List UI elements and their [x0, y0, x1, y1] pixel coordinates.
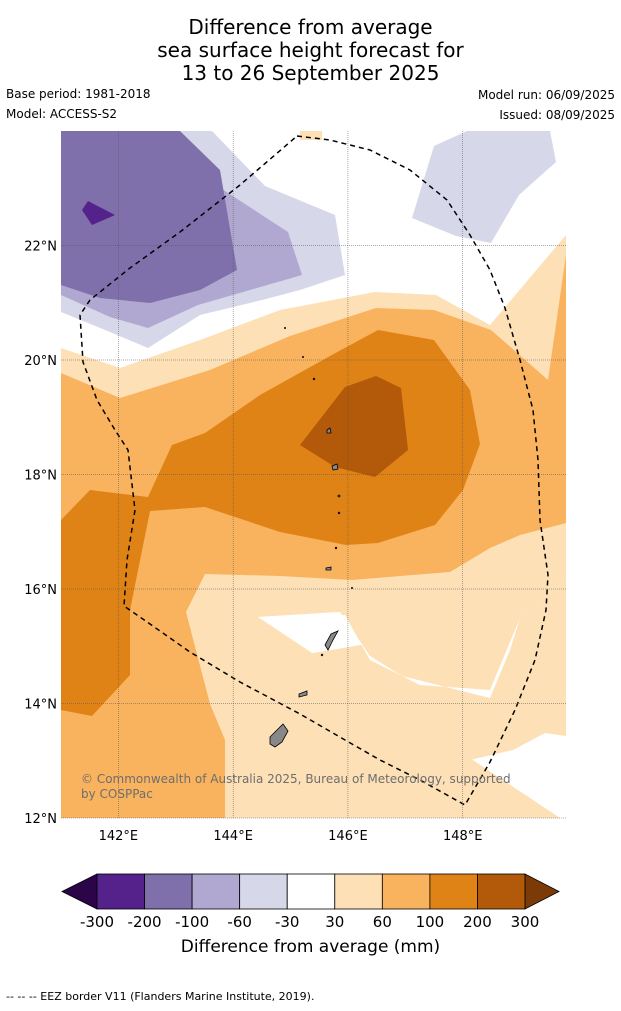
base-period-label: Base period: 1981-2018 [6, 87, 151, 101]
colorbar-over-arrow [524, 873, 560, 910]
colorbar-segment [191, 873, 241, 910]
lat-tick-label: 14°N [24, 698, 57, 713]
title-line-2: sea surface height forecast for [157, 38, 464, 62]
colorbar-segment [429, 873, 478, 910]
islands [269, 326, 353, 748]
contour-neg30-ne [412, 131, 556, 243]
lat-tick-label: 16°N [24, 583, 57, 598]
colorbar: -300 -200 -100 -60 -30 30 60 100 200 300 [61, 873, 560, 931]
colorbar-segment [334, 873, 383, 910]
lat-tick-label: 20°N [24, 354, 57, 369]
title-line-1: Difference from average [188, 15, 433, 39]
colorbar-tick-label: -300 [80, 913, 114, 931]
lon-tick-label: 142°E [99, 829, 139, 844]
model-run-label: Model run: 06/09/2025 [477, 88, 615, 102]
colorbar-tick-label: 100 [416, 913, 445, 931]
contour-pos30-se [272, 580, 566, 775]
title-line-3: 13 to 26 September 2025 [181, 61, 440, 85]
eez-legend-note: -- -- -- EEZ border V11 (Flanders Marine… [6, 990, 315, 1003]
colorbar-tick-label: -60 [227, 913, 252, 931]
colorbar-segment [286, 873, 336, 910]
colorbar-tick-label: 200 [463, 913, 492, 931]
lon-tick-label: 146°E [328, 829, 368, 844]
colorbar-segment [144, 873, 193, 910]
colorbar-tick-label: 30 [325, 913, 344, 931]
colorbar-segment [96, 873, 145, 910]
issued-label: Issued: 08/09/2025 [499, 108, 615, 122]
colorbar-tick-label: -30 [275, 913, 300, 931]
colorbar-tick-label: -200 [128, 913, 162, 931]
colorbar-tick-label: -100 [175, 913, 209, 931]
colorbar-segment [477, 873, 526, 910]
model-label: Model: ACCESS-S2 [6, 107, 118, 121]
colorbar-under-arrow [61, 873, 98, 910]
eez-border [79, 135, 549, 807]
contour-pos200 [300, 376, 408, 477]
lat-tick-label: 12°N [24, 812, 57, 827]
colorbar-segment [239, 873, 288, 910]
colorbar-title: Difference from average (mm) [180, 937, 441, 957]
lon-tick-label: 144°E [213, 829, 253, 844]
lat-tick-label: 18°N [24, 469, 57, 484]
lat-tick-label: 22°N [24, 240, 57, 255]
contour-neg200 [82, 201, 115, 225]
contour-neg100 [61, 131, 237, 303]
gridlines [61, 131, 566, 819]
colorbar-tick-label: 60 [373, 913, 392, 931]
map-title: Difference from average sea surface heig… [0, 16, 621, 85]
colorbar-segment [381, 873, 431, 910]
colorbar-tick-label: 300 [511, 913, 540, 931]
lat-tick-labels: 12°N 14°N 16°N 18°N 20°N 22°N [24, 240, 57, 828]
copyright-notice: © Commonwealth of Australia 2025, Bureau… [81, 772, 511, 801]
lon-tick-labels: 142°E 144°E 146°E 148°E [99, 829, 483, 844]
lon-tick-label: 148°E [443, 829, 483, 844]
